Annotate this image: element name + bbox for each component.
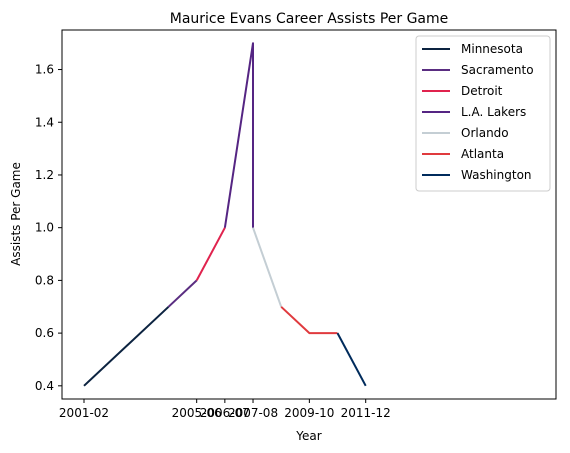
legend-entry: L.A. Lakers	[461, 105, 526, 119]
y-tick-label: 0.8	[35, 273, 54, 287]
x-axis-label: Year	[295, 429, 321, 443]
legend-box	[415, 35, 551, 192]
legend-entry: Washington	[461, 168, 532, 182]
legend-entry: Minnesota	[461, 42, 523, 56]
y-tick-label: 0.4	[35, 379, 54, 393]
series-line-4	[252, 227, 283, 308]
x-tick-label: 2007-08	[228, 406, 278, 420]
series-line-1	[167, 279, 198, 308]
plot-lines	[83, 42, 367, 387]
legend-entry: Atlanta	[461, 147, 504, 161]
legend-entry: Sacramento	[461, 63, 534, 77]
series-line-2	[195, 227, 226, 281]
series-line-3	[223, 42, 254, 228]
x-tick-label: 2001-02	[59, 406, 109, 420]
y-tick-label: 1.6	[35, 63, 54, 77]
y-tick-label: 1.4	[35, 115, 54, 129]
y-tick-label: 1.0	[35, 221, 54, 235]
legend-entry: Detroit	[461, 84, 503, 98]
legend-entry: Orlando	[461, 126, 509, 140]
chart-title: Maurice Evans Career Assists Per Game	[170, 11, 449, 27]
y-tick-label: 1.2	[35, 168, 54, 182]
x-tick-label: 2005-06	[172, 406, 222, 420]
legend: Minnesota Sacramento Detroit L.A. Lakers Orl…	[415, 35, 551, 192]
y-tick-label: 0.6	[35, 326, 54, 340]
x-tick-label: 2006-07	[200, 406, 250, 420]
series-line-5	[280, 306, 338, 335]
series-line-0	[83, 306, 170, 387]
x-tick-label: 2009-10	[284, 406, 334, 420]
y-axis-label: Assists Per Game	[9, 162, 23, 266]
y-axis: 0.4 0.6 0.8 1.0 1.2 1.4 1.6	[35, 63, 62, 393]
x-tick-label: 2011-12	[341, 406, 391, 420]
series-line-6	[336, 332, 367, 387]
